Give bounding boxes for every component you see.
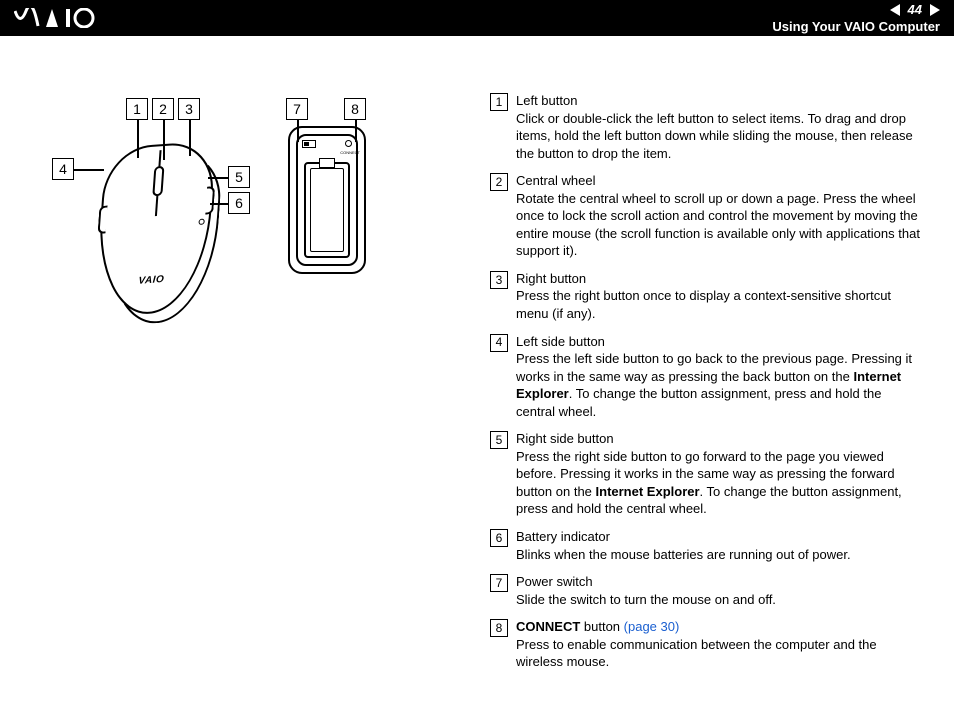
- callout-8: 8: [344, 98, 366, 120]
- page-number: 44: [908, 2, 922, 17]
- page-content: 1 2 3 4 5 6 7 8: [0, 36, 954, 701]
- callout-7: 7: [286, 98, 308, 120]
- item-3: 3 Right button Press the right button on…: [490, 270, 924, 323]
- mouse-top-view: VAIO: [94, 140, 217, 317]
- item-number: 3: [490, 271, 508, 289]
- item-5: 5 Right side button Press the right side…: [490, 430, 924, 518]
- item-title: Battery indicator: [516, 529, 610, 544]
- item-number: 5: [490, 431, 508, 449]
- item-desc: Press the left side button to go back to…: [516, 350, 924, 420]
- item-number: 8: [490, 619, 508, 637]
- item-desc: Press the right button once to display a…: [516, 287, 924, 322]
- item-desc: Rotate the central wheel to scroll up or…: [516, 190, 924, 260]
- item-title: Left side button: [516, 334, 605, 349]
- page-navigator: 44: [890, 2, 940, 17]
- item-number: 1: [490, 93, 508, 111]
- battery-compartment-icon: [304, 162, 350, 258]
- item-desc: Press to enable communication between th…: [516, 636, 924, 671]
- prev-page-icon[interactable]: [890, 4, 900, 16]
- callout-1: 1: [126, 98, 148, 120]
- item-6: 6 Battery indicator Blinks when the mous…: [490, 528, 924, 563]
- item-title: Central wheel: [516, 173, 596, 188]
- callout-3: 3: [178, 98, 200, 120]
- mouse-logo-text: VAIO: [138, 274, 165, 287]
- mouse-bottom-view: CONNECT: [288, 126, 366, 274]
- item-desc: Blinks when the mouse batteries are runn…: [516, 546, 924, 564]
- item-1: 1 Left button Click or double-click the …: [490, 92, 924, 162]
- callout-5: 5: [228, 166, 250, 188]
- callout-4: 4: [52, 158, 74, 180]
- callout-6: 6: [228, 192, 250, 214]
- item-desc: Press the right side button to go forwar…: [516, 448, 924, 518]
- page-link[interactable]: (page 30): [624, 619, 680, 634]
- item-title: Right button: [516, 271, 586, 286]
- item-desc: Slide the switch to turn the mouse on an…: [516, 591, 924, 609]
- vaio-logo-icon: [14, 8, 104, 28]
- connect-button-icon: [345, 140, 352, 147]
- item-number: 7: [490, 574, 508, 592]
- description-column: 1 Left button Click or double-click the …: [490, 92, 924, 681]
- vaio-logo: [14, 8, 104, 28]
- item-2: 2 Central wheel Rotate the central wheel…: [490, 172, 924, 260]
- item-number: 4: [490, 334, 508, 352]
- next-page-icon[interactable]: [930, 4, 940, 16]
- page-header: 44 Using Your VAIO Computer: [0, 0, 954, 36]
- item-title: Left button: [516, 93, 577, 108]
- item-8: 8 CONNECT button (page 30) Press to enab…: [490, 618, 924, 671]
- diagram-column: 1 2 3 4 5 6 7 8: [30, 92, 460, 681]
- item-number: 6: [490, 529, 508, 547]
- item-7: 7 Power switch Slide the switch to turn …: [490, 573, 924, 608]
- power-switch-icon: [302, 140, 316, 148]
- callout-2: 2: [152, 98, 174, 120]
- item-title: Power switch: [516, 574, 593, 589]
- item-title: Right side button: [516, 431, 614, 446]
- item-number: 2: [490, 173, 508, 191]
- section-title: Using Your VAIO Computer: [772, 19, 940, 34]
- item-4: 4 Left side button Press the left side b…: [490, 333, 924, 421]
- item-desc: Click or double-click the left button to…: [516, 110, 924, 163]
- item-title: CONNECT button (page 30): [516, 619, 679, 634]
- mouse-diagram: 1 2 3 4 5 6 7 8: [30, 92, 460, 352]
